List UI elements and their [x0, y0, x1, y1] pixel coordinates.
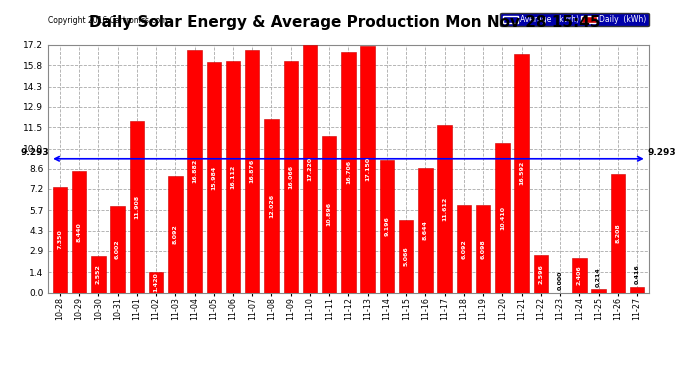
Text: 8.440: 8.440 [77, 222, 81, 242]
Text: 8.208: 8.208 [615, 224, 620, 243]
Text: 0.214: 0.214 [596, 267, 601, 287]
Text: 16.592: 16.592 [519, 161, 524, 185]
Bar [630, 286, 644, 292]
Bar [91, 256, 106, 292]
Bar [611, 174, 625, 292]
Bar [360, 46, 375, 292]
Text: 6.098: 6.098 [481, 239, 486, 258]
Text: 16.066: 16.066 [288, 165, 293, 189]
Bar [168, 176, 182, 292]
Bar [72, 171, 86, 292]
Text: Daily Solar Energy & Average Production Mon Nov 28 15:45: Daily Solar Energy & Average Production … [89, 15, 601, 30]
Bar [533, 255, 548, 292]
Text: 9.293: 9.293 [21, 148, 49, 157]
Bar [380, 160, 394, 292]
Bar [110, 206, 125, 292]
Text: 0.416: 0.416 [635, 265, 640, 284]
Bar [264, 120, 279, 292]
Text: 16.876: 16.876 [250, 159, 255, 183]
Bar [130, 121, 144, 292]
Bar [495, 143, 510, 292]
Bar [284, 62, 298, 292]
Bar [418, 168, 433, 292]
Bar [437, 125, 452, 292]
Text: 0.000: 0.000 [558, 271, 562, 290]
Text: 10.896: 10.896 [326, 202, 332, 226]
Bar [149, 272, 164, 292]
Text: 10.410: 10.410 [500, 206, 505, 230]
Text: Copyright 2016 Cartronics.com: Copyright 2016 Cartronics.com [48, 16, 168, 25]
Text: 6.092: 6.092 [462, 239, 466, 258]
Text: 16.706: 16.706 [346, 160, 351, 184]
Text: 17.150: 17.150 [365, 157, 371, 181]
Text: 17.220: 17.220 [308, 156, 313, 181]
Text: 1.420: 1.420 [154, 272, 159, 292]
Text: 8.092: 8.092 [172, 224, 178, 244]
Bar [457, 205, 471, 292]
Bar [187, 50, 201, 292]
Bar [206, 63, 221, 292]
Bar [342, 52, 355, 292]
Bar [226, 61, 240, 292]
Text: 15.984: 15.984 [211, 165, 216, 190]
Text: 8.644: 8.644 [423, 220, 428, 240]
Bar [515, 54, 529, 292]
Text: 5.066: 5.066 [404, 246, 408, 266]
Text: 9.293: 9.293 [648, 148, 676, 157]
Text: 11.612: 11.612 [442, 197, 447, 221]
Text: 9.196: 9.196 [384, 216, 389, 236]
Bar [52, 187, 67, 292]
Text: 2.552: 2.552 [96, 264, 101, 284]
Bar [245, 50, 259, 292]
Bar [572, 258, 586, 292]
Text: 11.908: 11.908 [135, 195, 139, 219]
Text: 7.350: 7.350 [57, 230, 62, 249]
Text: 2.596: 2.596 [538, 264, 543, 284]
Legend: Average  (kWh), Daily  (kWh): Average (kWh), Daily (kWh) [500, 13, 649, 26]
Text: 6.002: 6.002 [115, 240, 120, 259]
Bar [476, 205, 491, 292]
Text: 12.026: 12.026 [269, 194, 274, 218]
Text: 2.406: 2.406 [577, 266, 582, 285]
Bar [322, 136, 337, 292]
Bar [591, 290, 606, 292]
Bar [303, 45, 317, 292]
Text: 16.112: 16.112 [230, 165, 235, 189]
Text: 16.882: 16.882 [192, 159, 197, 183]
Bar [399, 220, 413, 292]
